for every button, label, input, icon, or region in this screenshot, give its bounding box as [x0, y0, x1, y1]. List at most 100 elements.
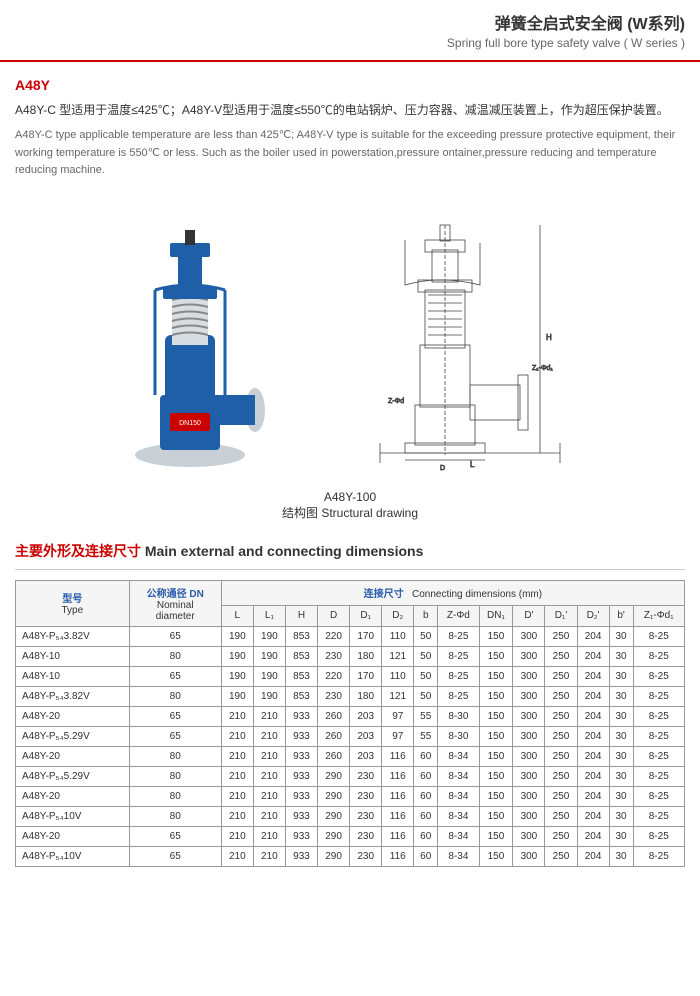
cell-value: 8-25	[633, 806, 685, 826]
cell-value: 933	[285, 766, 317, 786]
cell-value: 933	[285, 726, 317, 746]
th-col: L	[221, 605, 253, 626]
header-title-cn: 弹簧全启式安全阀 (W系列)	[15, 10, 685, 34]
svg-text:Z₁-Φd₁: Z₁-Φd₁	[532, 365, 553, 372]
cell-value: 204	[577, 686, 609, 706]
image-caption: A48Y-100 结构图 Structural drawing	[15, 490, 685, 521]
cell-value: 8-25	[633, 646, 685, 666]
divider-red	[0, 60, 700, 62]
cell-value: 8-25	[633, 786, 685, 806]
cell-value: 300	[513, 826, 545, 846]
cell-dn: 65	[129, 626, 221, 646]
cell-type: A48Y-10	[16, 646, 130, 666]
cell-value: 150	[479, 786, 513, 806]
cell-value: 210	[253, 746, 285, 766]
th-col: D₂'	[577, 605, 609, 626]
cell-value: 8-25	[633, 706, 685, 726]
cell-value: 150	[479, 626, 513, 646]
cell-value: 933	[285, 826, 317, 846]
caption-cn: 结构图	[282, 506, 318, 520]
table-head: 型号 Type 公称通径 DN Nominal diameter 连接尺寸 Co…	[16, 580, 685, 626]
cell-value: 50	[414, 666, 438, 686]
cell-value: 300	[513, 706, 545, 726]
cell-value: 8-30	[438, 706, 479, 726]
cell-value: 150	[479, 726, 513, 746]
cell-value: 210	[221, 826, 253, 846]
cell-value: 230	[350, 786, 382, 806]
cell-value: 853	[285, 646, 317, 666]
cell-dn: 80	[129, 766, 221, 786]
cell-dn: 65	[129, 846, 221, 866]
cell-value: 210	[221, 726, 253, 746]
cell-value: 290	[318, 846, 350, 866]
cell-value: 190	[253, 686, 285, 706]
cell-value: 204	[577, 706, 609, 726]
cell-value: 8-25	[438, 666, 479, 686]
cell-type: A48Y-P₅₄5.29V	[16, 726, 130, 746]
images-row: DN150	[15, 195, 685, 475]
cell-value: 190	[253, 626, 285, 646]
cell-value: 30	[609, 626, 633, 646]
cell-value: 180	[350, 646, 382, 666]
table-title-en: Main external and connecting dimensions	[145, 543, 424, 559]
cell-value: 230	[350, 826, 382, 846]
cell-value: 300	[513, 686, 545, 706]
svg-text:DN150: DN150	[179, 420, 201, 427]
cell-value: 300	[513, 766, 545, 786]
cell-value: 250	[545, 826, 577, 846]
table-row: A48Y-P₅₄5.29V80210210933290230116608-341…	[16, 766, 685, 786]
th-col: H	[285, 605, 317, 626]
table-title-cn: 主要外形及连接尺寸	[15, 543, 141, 559]
cell-value: 204	[577, 626, 609, 646]
cell-value: 150	[479, 646, 513, 666]
cell-dn: 80	[129, 646, 221, 666]
cell-value: 8-30	[438, 726, 479, 746]
divider-gray	[15, 569, 685, 570]
cell-type: A48Y-P₅₄3.82V	[16, 686, 130, 706]
cell-value: 8-25	[633, 826, 685, 846]
cell-value: 210	[221, 786, 253, 806]
cell-value: 204	[577, 846, 609, 866]
cell-value: 50	[414, 646, 438, 666]
cell-value: 150	[479, 746, 513, 766]
cell-type: A48Y-20	[16, 706, 130, 726]
cell-value: 30	[609, 766, 633, 786]
th-col: D	[318, 605, 350, 626]
cell-value: 300	[513, 646, 545, 666]
th-col: DN₁	[479, 605, 513, 626]
th-col: Z₁-Φd₁	[633, 605, 685, 626]
cell-dn: 80	[129, 806, 221, 826]
cell-value: 8-34	[438, 826, 479, 846]
structural-drawing: L H Z-Φd Z₁-Φd₁ D	[340, 195, 600, 475]
cell-value: 8-34	[438, 846, 479, 866]
th-col: b'	[609, 605, 633, 626]
page-header: 弹簧全启式安全阀 (W系列) Spring full bore type saf…	[0, 0, 700, 55]
cell-value: 60	[414, 806, 438, 826]
cell-type: A48Y-P₅₄10V	[16, 806, 130, 826]
cell-value: 30	[609, 846, 633, 866]
cell-value: 260	[318, 726, 350, 746]
cell-value: 8-25	[633, 746, 685, 766]
cell-dn: 65	[129, 726, 221, 746]
cell-value: 250	[545, 626, 577, 646]
cell-value: 170	[350, 666, 382, 686]
cell-value: 250	[545, 646, 577, 666]
cell-value: 8-25	[633, 626, 685, 646]
cell-value: 203	[350, 726, 382, 746]
cell-value: 260	[318, 706, 350, 726]
cell-value: 116	[382, 826, 414, 846]
cell-value: 30	[609, 786, 633, 806]
cell-value: 250	[545, 846, 577, 866]
cell-value: 250	[545, 706, 577, 726]
cell-type: A48Y-20	[16, 786, 130, 806]
cell-value: 230	[318, 686, 350, 706]
cell-value: 8-25	[633, 726, 685, 746]
cell-value: 190	[253, 666, 285, 686]
cell-value: 55	[414, 726, 438, 746]
cell-value: 210	[221, 766, 253, 786]
th-col: b	[414, 605, 438, 626]
cell-type: A48Y-P₅₄5.29V	[16, 766, 130, 786]
cell-value: 933	[285, 746, 317, 766]
cell-value: 300	[513, 746, 545, 766]
cell-value: 30	[609, 646, 633, 666]
